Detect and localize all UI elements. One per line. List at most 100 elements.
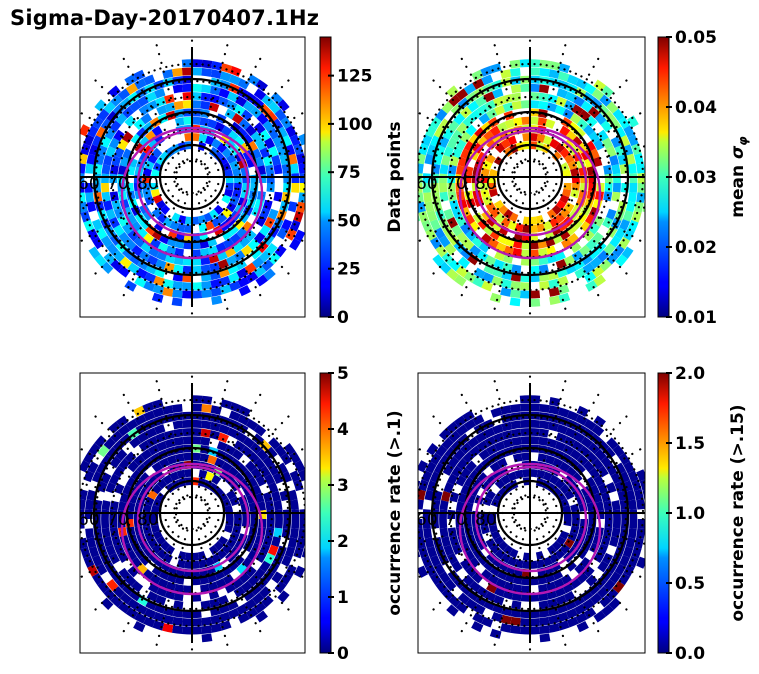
data-bin [530,419,540,429]
data-bin [80,143,91,156]
data-bin [455,475,467,487]
data-bin [153,221,165,232]
data-bin [256,448,269,462]
data-bin [236,463,248,475]
data-bin [262,456,275,469]
data-bin [209,598,221,608]
data-bin [236,227,248,239]
data-bin [448,430,461,443]
data-bin [165,545,175,556]
data-bin [621,246,634,259]
data-bin [407,499,416,510]
data-bin [597,586,610,599]
data-bin [101,500,111,511]
data-bin [465,460,477,473]
data-bin [421,134,433,147]
data-bin [441,490,451,502]
data-bin [564,538,575,549]
data-bin [221,543,233,555]
data-bin [418,565,428,578]
data-bin [133,621,146,633]
data-bin [486,216,497,227]
data-bin [441,252,454,265]
data-bin [94,99,107,112]
data-bin [209,209,219,220]
data-bin [142,402,155,413]
data-bin [494,548,506,560]
data-bin [142,525,152,535]
data-bin [183,116,192,125]
data-bin [474,127,486,139]
data-bin [277,99,290,112]
data-bin [95,227,108,240]
data-bin [614,462,627,475]
data-bin [146,435,159,447]
polar-panel-bottom-left: 60 70 80 0 1 2 3 4 5 occurrence rate (>.1) [79,364,405,664]
data-bin [172,280,183,290]
data-bin [432,490,443,502]
data-bin [308,183,316,193]
data-bin [291,173,300,183]
data-bin [279,490,290,502]
data-bin [618,572,631,586]
data-bin [274,108,287,122]
data-bin [172,420,184,430]
data-bin [136,227,148,239]
data-bin [143,410,156,422]
data-bin [259,560,271,573]
data-bin [591,265,605,278]
data-bin [276,126,289,139]
data-bin [612,444,625,458]
data-bin [111,155,122,167]
data-bin [500,614,512,625]
data-bin [627,192,637,203]
data-bin [133,454,146,466]
data-bin [192,265,202,274]
data-bin [487,237,499,249]
data-bin [623,564,635,577]
data-bin [138,440,151,452]
data-bin [456,122,469,135]
data-bin [484,435,497,447]
colorbar-label: occurrence rate (>.15) [728,404,748,621]
data-bin [561,573,573,585]
data-bin [100,235,113,248]
data-bin [489,543,501,555]
data-bin [242,133,254,146]
data-bin [519,395,530,404]
data-bin [580,100,593,113]
data-bin [474,463,486,475]
data-bin [493,200,504,210]
data-bin [133,405,146,417]
data-bin [236,563,248,575]
data-bin [192,83,202,93]
data-bin [522,224,530,233]
data-bin [100,597,114,611]
data-bin [421,470,433,483]
data-bin [276,227,289,240]
data-bin [271,154,281,166]
data-bin [563,255,576,267]
data-bin [425,125,437,138]
colorbar-tick-label: 50 [337,211,361,231]
data-bin [80,163,86,174]
data-bin [426,443,439,456]
data-bin [481,480,492,492]
data-bin [176,469,186,479]
colorbar-tick-label: 5 [337,364,349,384]
data-bin [530,560,538,569]
data-bin [129,100,142,113]
data-bin [126,550,138,562]
data-bin [245,607,259,620]
data-bin [502,438,514,449]
data-bin [223,237,235,249]
data-bin [522,552,530,561]
data-bin [151,483,163,495]
auroral-oval-inner [136,465,250,573]
data-bin [636,498,645,510]
data-bin [561,168,572,178]
data-bin [209,146,219,157]
data-bin [103,588,116,601]
data-bin [113,483,125,495]
data-bin [259,129,271,142]
